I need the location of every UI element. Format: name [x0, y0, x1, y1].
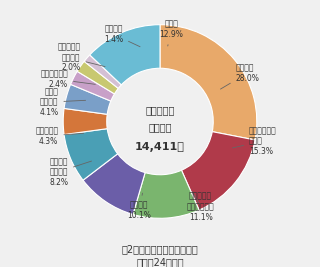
Wedge shape	[64, 129, 118, 180]
Text: 苦情件数: 苦情件数	[148, 122, 172, 132]
Text: その他の
製造工場
8.2%: その他の 製造工場 8.2%	[49, 157, 92, 187]
Text: 図2　悪臭に係る苦情の内訳: 図2 悪臭に係る苦情の内訳	[122, 244, 198, 254]
Text: 食料品
製造工場
4.1%: 食料品 製造工場 4.1%	[39, 87, 85, 117]
Text: 畜産農業
10.1%: 畜産農業 10.1%	[127, 193, 151, 220]
Wedge shape	[133, 170, 199, 218]
Text: 化学工場
1.4%: 化学工場 1.4%	[104, 25, 140, 47]
Text: 個人住宅・
アパート・寮
11.1%: 個人住宅・ アパート・寮 11.1%	[187, 192, 214, 222]
Text: 悪臭に係る: 悪臭に係る	[145, 105, 175, 115]
Text: サービス業・
その他
15.3%: サービス業・ その他 15.3%	[232, 126, 277, 156]
Text: その他
12.9%: その他 12.9%	[160, 20, 184, 46]
Text: 建設作業現場
2.4%: 建設作業現場 2.4%	[40, 69, 95, 89]
Wedge shape	[71, 71, 115, 101]
Text: 飼料・肥料
製造工場
2.0%: 飼料・肥料 製造工場 2.0%	[58, 43, 105, 73]
Wedge shape	[181, 132, 255, 210]
Text: 下水・用水
4.3%: 下水・用水 4.3%	[35, 126, 84, 146]
Wedge shape	[84, 55, 121, 88]
Wedge shape	[90, 25, 160, 85]
Wedge shape	[83, 154, 145, 214]
Text: 野外焼却
28.0%: 野外焼却 28.0%	[220, 63, 260, 89]
Wedge shape	[77, 61, 118, 94]
Text: （平成24年度）: （平成24年度）	[136, 258, 184, 267]
Wedge shape	[63, 108, 107, 135]
Wedge shape	[160, 25, 257, 140]
Wedge shape	[64, 84, 111, 114]
Text: 14,411件: 14,411件	[135, 142, 185, 152]
